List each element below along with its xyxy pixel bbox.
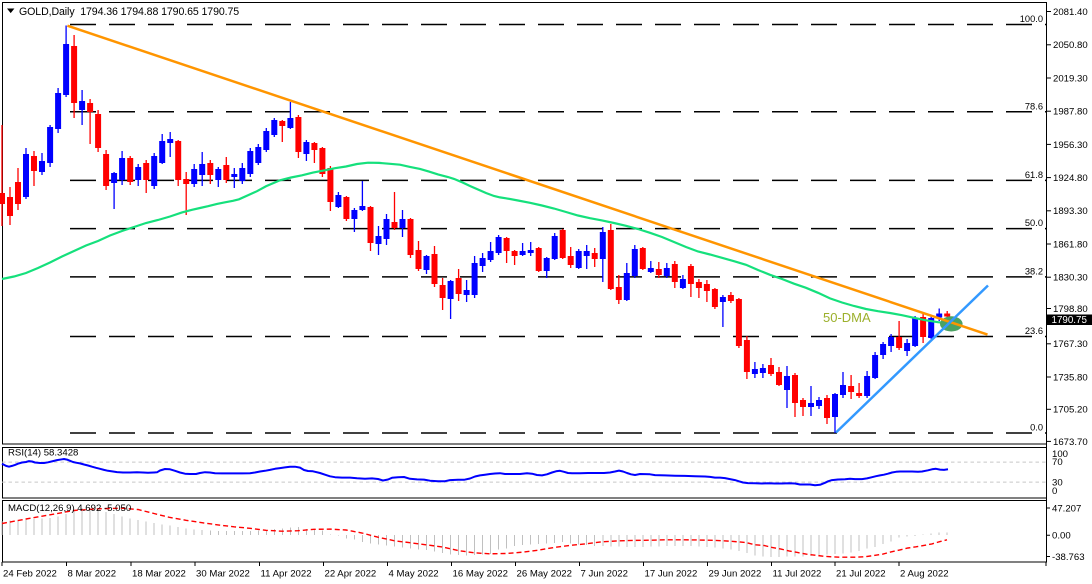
svg-text:2 Aug 2022: 2 Aug 2022 — [900, 569, 949, 580]
svg-text:30 Mar 2022: 30 Mar 2022 — [196, 569, 250, 580]
svg-text:2050.80: 2050.80 — [1053, 40, 1088, 51]
svg-text:16 May 2022: 16 May 2022 — [453, 569, 508, 580]
svg-text:11 Jul 2022: 11 Jul 2022 — [773, 569, 822, 580]
svg-text:1790.75: 1790.75 — [1052, 315, 1088, 326]
svg-text:100: 100 — [1052, 449, 1068, 460]
svg-text:26 May 2022: 26 May 2022 — [517, 569, 572, 580]
svg-text:0.00: 0.00 — [1052, 531, 1071, 542]
svg-text:1798.80: 1798.80 — [1053, 304, 1088, 315]
svg-text:38.2: 38.2 — [1025, 266, 1043, 276]
svg-text:1767.30: 1767.30 — [1053, 339, 1088, 350]
svg-text:29 Jun 2022: 29 Jun 2022 — [709, 569, 762, 580]
svg-text:8 Mar 2022: 8 Mar 2022 — [68, 569, 117, 580]
svg-text:1924.80: 1924.80 — [1053, 173, 1088, 184]
svg-text:17 Jun 2022: 17 Jun 2022 — [645, 569, 698, 580]
svg-text:7 Jun 2022: 7 Jun 2022 — [581, 569, 628, 580]
svg-text:1956.30: 1956.30 — [1053, 140, 1088, 151]
svg-text:78.6: 78.6 — [1025, 101, 1043, 111]
svg-text:-38.763: -38.763 — [1052, 552, 1085, 563]
svg-text:1987.80: 1987.80 — [1053, 107, 1088, 118]
svg-text:24 Feb 2022: 24 Feb 2022 — [3, 569, 57, 580]
svg-text:1673.70: 1673.70 — [1053, 437, 1088, 448]
svg-text:GOLD,Daily 1794.36 1794.88 17: GOLD,Daily 1794.36 1794.88 1790.65 1790.… — [19, 6, 239, 18]
svg-text:MACD(12,26,9) 4.692 -5.050: MACD(12,26,9) 4.692 -5.050 — [8, 503, 131, 514]
svg-text:1830.30: 1830.30 — [1053, 273, 1088, 284]
svg-text:50-DMA: 50-DMA — [823, 310, 871, 325]
svg-text:0: 0 — [1052, 486, 1057, 497]
svg-text:2019.30: 2019.30 — [1053, 73, 1088, 84]
svg-text:22 Apr 2022: 22 Apr 2022 — [325, 569, 377, 580]
svg-text:18 Mar 2022: 18 Mar 2022 — [132, 569, 186, 580]
svg-text:47.207: 47.207 — [1052, 503, 1081, 514]
svg-text:1893.30: 1893.30 — [1053, 206, 1088, 217]
svg-text:21 Jul 2022: 21 Jul 2022 — [836, 569, 886, 580]
svg-text:11 Apr 2022: 11 Apr 2022 — [261, 569, 312, 580]
svg-text:70: 70 — [1052, 457, 1063, 468]
svg-text:4 May 2022: 4 May 2022 — [389, 569, 439, 580]
svg-text:23.6: 23.6 — [1025, 326, 1043, 336]
svg-text:61.8: 61.8 — [1025, 170, 1043, 180]
svg-text:1735.80: 1735.80 — [1053, 372, 1088, 383]
svg-text:50.0: 50.0 — [1025, 218, 1043, 228]
svg-text:1861.80: 1861.80 — [1053, 239, 1088, 250]
svg-text:30: 30 — [1052, 477, 1063, 488]
svg-text:100.0: 100.0 — [1020, 14, 1043, 24]
svg-text:1705.20: 1705.20 — [1053, 405, 1088, 416]
svg-text:RSI(14) 58.3428: RSI(14) 58.3428 — [8, 448, 78, 459]
svg-text:0.0: 0.0 — [1030, 423, 1043, 433]
svg-text:2081.40: 2081.40 — [1053, 7, 1088, 18]
